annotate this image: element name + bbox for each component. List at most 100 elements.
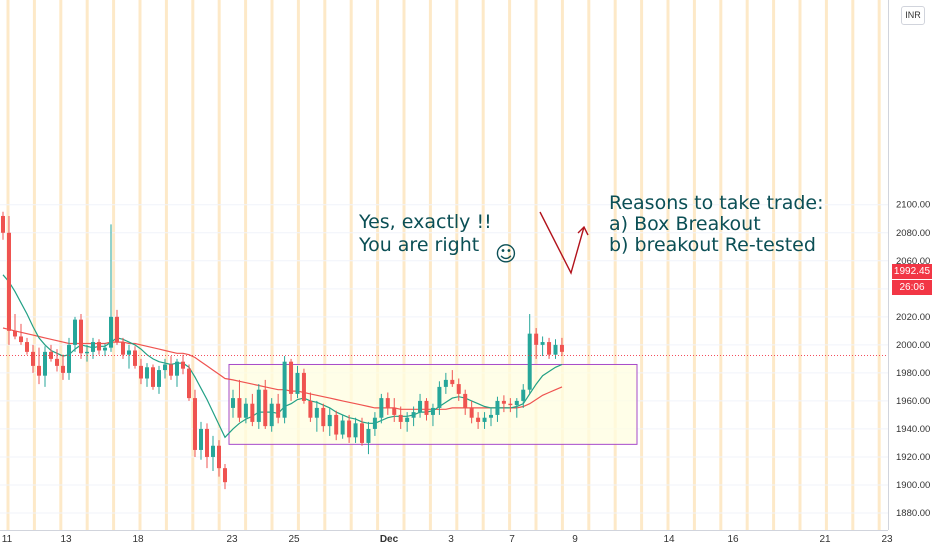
y-tick-label: 1920.00 — [896, 452, 930, 463]
x-tick-label: 23 — [226, 534, 238, 545]
candle-body — [430, 407, 435, 415]
candle-body — [175, 361, 179, 376]
session-stripe — [719, 0, 723, 530]
candle-body — [211, 445, 215, 457]
session-stripe — [481, 0, 485, 530]
candle-body — [366, 428, 371, 443]
candle-body — [534, 333, 539, 345]
candle-body — [398, 414, 403, 422]
session-stripe — [640, 0, 644, 530]
candle-body — [424, 400, 429, 415]
session-stripe — [244, 0, 248, 530]
candle-body — [181, 361, 185, 369]
x-tick-label: 25 — [288, 534, 300, 545]
candle-body — [547, 342, 552, 355]
session-stripe — [455, 0, 459, 530]
candle-body — [109, 316, 113, 348]
x-tick-label: 9 — [572, 534, 578, 545]
reason-b[interactable]: b) breakout Re-tested — [609, 234, 816, 256]
session-stripe — [587, 0, 591, 530]
candle-body — [157, 370, 161, 387]
y-tick-label: 1960.00 — [896, 396, 930, 407]
session-stripe — [164, 0, 168, 530]
x-tick-label: 13 — [60, 534, 72, 545]
candle-body — [559, 344, 564, 352]
candle-body — [7, 232, 11, 331]
y-tick-label: 2080.00 — [896, 228, 930, 239]
comment-line-1[interactable]: Yes, exactly !! — [359, 211, 492, 233]
session-stripe — [851, 0, 855, 530]
candle-body — [151, 367, 155, 387]
session-stripe — [32, 0, 36, 530]
session-stripe — [270, 0, 274, 530]
candle-body — [327, 414, 332, 427]
candle-body — [476, 417, 481, 422]
candle-body — [514, 400, 519, 406]
candle-body — [217, 445, 221, 469]
session-stripe — [428, 0, 432, 530]
candle-body — [379, 398, 384, 418]
x-tick-label: 3 — [448, 534, 454, 545]
candle-body — [508, 403, 513, 406]
comment-line-2[interactable]: You are right — [359, 234, 480, 256]
x-tick-label: 23 — [881, 534, 893, 545]
bar-countdown-label: 26:06 — [892, 280, 932, 295]
smiley-icon[interactable]: ☺ — [495, 242, 517, 266]
x-tick-label: 16 — [727, 534, 739, 545]
candle-body — [13, 330, 17, 337]
candle-body — [489, 414, 493, 418]
candle-body — [385, 398, 390, 408]
candle-body — [289, 361, 294, 394]
currency-badge[interactable]: INR — [901, 6, 925, 25]
candle-body — [269, 403, 274, 427]
candle-body — [79, 319, 83, 354]
x-tick-label: 14 — [663, 534, 675, 545]
candle-body — [308, 400, 313, 418]
y-tick-label: 2060.00 — [896, 256, 930, 267]
candle-body — [73, 319, 77, 345]
y-tick-label: 2020.00 — [896, 312, 930, 323]
session-stripe — [692, 0, 696, 530]
candle-body — [1, 215, 5, 233]
candle-body — [450, 379, 455, 385]
session-stripe — [85, 0, 89, 530]
candle-body — [199, 428, 203, 450]
reasons-title[interactable]: Reasons to take trade: — [609, 192, 824, 214]
candle-body — [133, 350, 137, 366]
session-stripe — [59, 0, 63, 530]
candle-body — [456, 384, 461, 394]
session-stripe — [534, 0, 538, 530]
candle-body — [145, 367, 149, 379]
session-stripe — [560, 0, 564, 530]
candle-body — [31, 351, 35, 366]
candle-body — [256, 389, 261, 422]
candle-body — [521, 389, 526, 401]
candle-body — [85, 351, 89, 354]
candle-body — [121, 342, 125, 355]
candle-body — [437, 386, 442, 408]
candle-body — [282, 361, 287, 418]
candle-body — [163, 364, 167, 371]
y-tick-label: 2100.00 — [896, 200, 930, 211]
candle-body — [295, 372, 300, 394]
projection-arrow — [539, 211, 585, 275]
projection-arrowhead — [577, 225, 589, 236]
candle-body — [469, 407, 474, 418]
candle-body — [43, 351, 47, 376]
candle-body — [360, 423, 364, 443]
candle-body — [553, 344, 558, 355]
x-tick-label: 11 — [2, 534, 13, 545]
session-stripe — [376, 0, 380, 530]
candle-body — [187, 368, 191, 399]
candle-body — [103, 347, 107, 351]
session-stripe — [191, 0, 195, 530]
candle-body — [193, 398, 197, 450]
candle-body — [67, 344, 71, 373]
reason-a[interactable]: a) Box Breakout — [609, 213, 761, 235]
candle-body — [353, 423, 358, 438]
candle-body — [97, 342, 101, 351]
candle-body — [347, 420, 352, 438]
candle-body — [263, 389, 268, 427]
